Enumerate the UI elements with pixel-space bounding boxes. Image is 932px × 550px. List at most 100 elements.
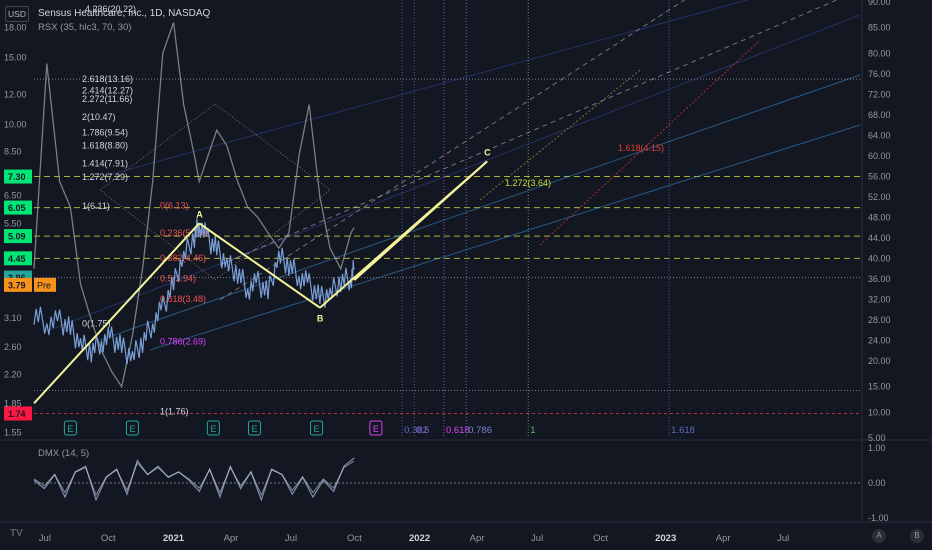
fib-left-label: 1.414(7.91) xyxy=(82,158,128,168)
fib-left-label: 1.618(8.80) xyxy=(82,141,128,151)
left-tick-label: 8.50 xyxy=(4,146,22,156)
left-tick-label: 2.60 xyxy=(4,342,22,352)
earnings-marker-box xyxy=(125,420,139,436)
symbol-legend[interactable]: Sensus Healthcare, Inc., 1D, NASDAQ xyxy=(38,8,211,19)
rsx-line xyxy=(33,22,355,389)
currency-button[interactable]: USD xyxy=(5,6,29,22)
tradingview-logo-icon: TV xyxy=(10,528,23,539)
time-fib-label: 1.618 xyxy=(671,425,695,436)
right-tick-label: 48.00 xyxy=(868,212,891,222)
right-tick-label: 24.00 xyxy=(868,336,891,346)
right-tick-label: 15.00 xyxy=(868,382,891,392)
x-tick-label: Jul xyxy=(39,533,51,544)
time-fib-label: 0.5 xyxy=(416,425,429,436)
right-tick-label: 52.00 xyxy=(868,192,891,202)
price-label-text: 6.05 xyxy=(8,203,26,213)
right-tick-label: 64.00 xyxy=(868,130,891,140)
rsx-legend[interactable]: RSX (35, hlc3, 70, 30) xyxy=(38,22,132,33)
earnings-marker-box xyxy=(369,420,383,436)
earnings-marker-box xyxy=(63,420,77,436)
price-label-text: 3.79 xyxy=(8,280,26,290)
left-tick-label: 1.55 xyxy=(4,428,22,438)
earnings-marker: E xyxy=(210,424,216,434)
fib-left-label: 0(1.75) xyxy=(82,318,111,328)
channel-line xyxy=(49,14,861,331)
price-label-text: 1.74 xyxy=(8,409,26,419)
left-tick-label: 1.85 xyxy=(4,398,22,408)
right-tick-label: 72.00 xyxy=(868,89,891,99)
price-label-box xyxy=(4,251,32,266)
channel-line xyxy=(149,124,861,351)
right-tick-label: 56.00 xyxy=(868,171,891,181)
left-tick-label: 18.00 xyxy=(4,22,27,32)
fib-left-label: 1.786(9.54) xyxy=(82,127,128,137)
left-tick-label: 5.50 xyxy=(4,218,22,228)
left-tick-label: 2.20 xyxy=(4,370,22,380)
earnings-marker-box xyxy=(310,420,324,436)
left-tick-label: 10.00 xyxy=(4,120,27,130)
right-tick-label: 60.00 xyxy=(868,151,891,161)
earnings-marker: E xyxy=(67,424,73,434)
x-tick-label: Apr xyxy=(224,533,239,544)
earnings-marker-box xyxy=(247,420,261,436)
right-tick-label: 20.00 xyxy=(868,356,891,366)
x-tick-label: Apr xyxy=(470,533,485,544)
earnings-marker: E xyxy=(129,424,135,434)
right-tick-label: 76.00 xyxy=(868,69,891,79)
x-tick-label: Jul xyxy=(531,533,543,544)
price-label-text: 5.09 xyxy=(8,232,26,242)
wave-leg xyxy=(198,222,321,309)
time-fib-label: 0.382 xyxy=(404,425,428,436)
right-tick-label: 40.00 xyxy=(868,253,891,263)
extension-line xyxy=(479,69,641,201)
fib-right-label: 0(6.13) xyxy=(160,200,189,210)
fib-top-label: 4.236(20.22) xyxy=(85,4,136,14)
price-label-box xyxy=(4,277,32,292)
fib-right-label: 0.618(3.48) xyxy=(160,294,206,304)
channel-line xyxy=(99,74,861,341)
dmx-tick-label: 1.00 xyxy=(868,443,886,453)
right-tick-label: 36.00 xyxy=(868,274,891,284)
fib-left-label: 2(10.47) xyxy=(82,112,116,122)
ext-label: 1.618(4.15) xyxy=(618,143,664,153)
dmx-line xyxy=(33,457,355,502)
left-tick-label: 15.00 xyxy=(4,53,27,63)
earnings-marker: E xyxy=(314,424,320,434)
right-tick-label: 5.00 xyxy=(868,433,886,443)
price-label-box xyxy=(4,406,32,421)
log-scale-button[interactable]: B xyxy=(910,529,924,543)
fib-left-label: 1.272(7.29) xyxy=(82,172,128,182)
fib-left-label: 1(6.11) xyxy=(82,201,110,211)
wave-leg xyxy=(353,160,488,281)
channel-line xyxy=(89,0,749,181)
wave-point-label: B xyxy=(317,314,324,324)
x-tick-label: 2022 xyxy=(409,533,430,544)
price-label-text: 4.45 xyxy=(8,254,26,264)
right-tick-label: 90.00 xyxy=(868,0,891,7)
ext-label: 1.272(3.64) xyxy=(505,178,551,188)
price-label-box xyxy=(4,229,32,244)
x-tick-label: Jul xyxy=(285,533,297,544)
x-tick-label: 2023 xyxy=(655,533,676,544)
fib-left-label: 2.618(13.16) xyxy=(82,74,133,84)
right-tick-label: 32.00 xyxy=(868,295,891,305)
price-label-box xyxy=(4,200,32,215)
right-tick-label: 28.00 xyxy=(868,315,891,325)
right-tick-label: 85.00 xyxy=(868,23,891,33)
x-tick-label: Oct xyxy=(593,533,608,544)
left-tick-label: 3.10 xyxy=(4,313,22,323)
right-tick-label: 80.00 xyxy=(868,48,891,58)
right-tick-label: 68.00 xyxy=(868,110,891,120)
earnings-marker: E xyxy=(251,424,257,434)
left-tick-label: 12.00 xyxy=(4,89,27,99)
earnings-marker-box xyxy=(206,420,220,436)
dmx-legend[interactable]: DMX (14, 5) xyxy=(38,448,90,459)
auto-scale-button[interactable]: A xyxy=(872,529,886,543)
x-tick-label: Jul xyxy=(777,533,789,544)
price-label-text: 7.30 xyxy=(8,172,26,182)
x-tick-label: 2021 xyxy=(163,533,185,544)
dmx-tick-label: 0.00 xyxy=(868,478,886,488)
fib-right-label: 0.236(5.19) xyxy=(160,228,206,238)
earnings-marker: E xyxy=(373,424,379,434)
